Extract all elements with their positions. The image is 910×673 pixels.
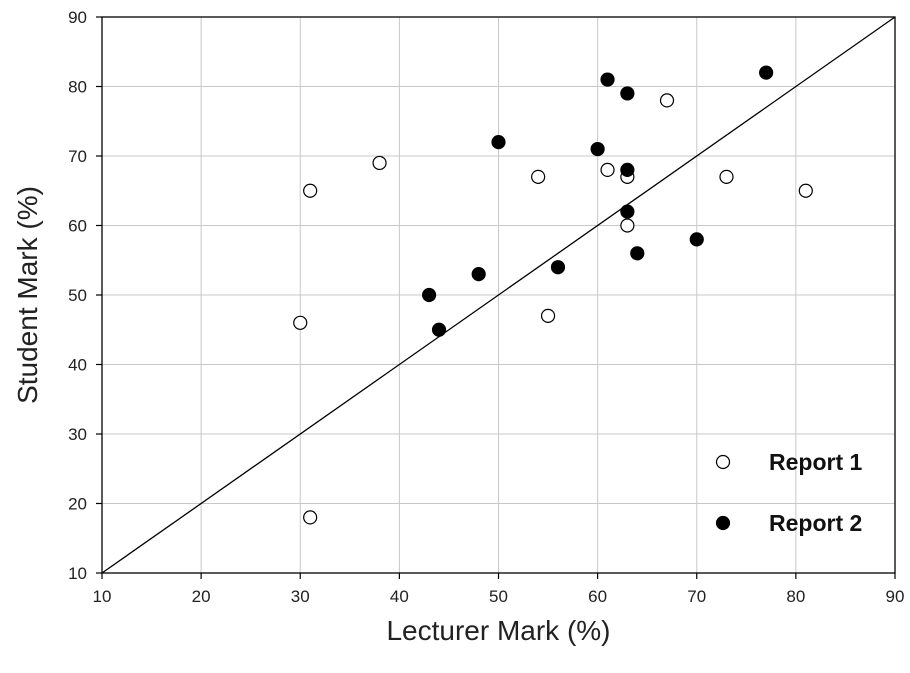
report-2-point	[422, 287, 437, 303]
report-1-point	[798, 183, 813, 198]
report-2-point	[600, 72, 615, 87]
x-tick-label: 70	[687, 587, 706, 606]
x-tick-label: 60	[588, 587, 607, 606]
report-1-point	[659, 93, 675, 108]
y-tick-label: 30	[68, 425, 87, 444]
legend-marker	[715, 515, 731, 531]
legend: Report 1 Report 2	[715, 449, 863, 536]
report-1-point	[600, 162, 615, 177]
report-1-point	[540, 308, 556, 323]
reference-line	[101, 16, 896, 574]
y-axis-title: Student Mark (%)	[12, 186, 43, 404]
x-tick-label: 40	[390, 587, 409, 606]
x-tick-label: 20	[192, 587, 211, 606]
tick-labels: 10 20 30 40 50 60 70 80 90 10 20 30 40 50 60 70 80 90	[68, 8, 904, 606]
report-1-point	[620, 218, 635, 233]
legend-marker	[715, 454, 731, 470]
y-tick-label: 50	[68, 286, 87, 305]
report-2-point	[630, 246, 645, 261]
report-2-point	[759, 65, 774, 80]
report-1-point	[372, 155, 387, 171]
x-tick-label: 30	[291, 587, 310, 606]
report-2-point	[471, 267, 486, 282]
x-axis-title: Lecturer Mark (%)	[386, 615, 610, 646]
y-tick-label: 20	[68, 495, 87, 514]
report-1-point	[719, 169, 734, 184]
report-1-point	[531, 169, 546, 184]
x-tick-label: 90	[886, 587, 905, 606]
report-2-point	[590, 141, 605, 157]
report-2-point	[620, 86, 635, 101]
x-tick-label: 80	[786, 587, 805, 606]
y-tick-label: 80	[68, 78, 87, 97]
data-points	[293, 65, 813, 525]
legend-label: Report 1	[769, 449, 863, 475]
x-tick-label: 50	[489, 587, 508, 606]
report-2-point	[550, 260, 566, 275]
y-tick-label: 60	[68, 217, 87, 236]
report-1-point	[293, 315, 308, 330]
y-tick-label: 90	[68, 8, 87, 27]
report-2-point	[491, 135, 506, 150]
grid	[102, 17, 895, 573]
legend-label: Report 2	[769, 510, 862, 536]
x-tick-label: 10	[93, 587, 112, 606]
report-1-point	[303, 510, 318, 525]
reference-line-group	[101, 16, 896, 574]
report-2-point	[620, 162, 635, 177]
y-tick-label: 10	[68, 564, 87, 583]
y-tick-label: 70	[68, 147, 87, 166]
report-2-point	[689, 232, 704, 247]
report-1-point	[303, 183, 318, 198]
report-2-point	[431, 322, 447, 337]
y-tick-label: 40	[68, 356, 87, 375]
report-2-point	[620, 204, 635, 219]
